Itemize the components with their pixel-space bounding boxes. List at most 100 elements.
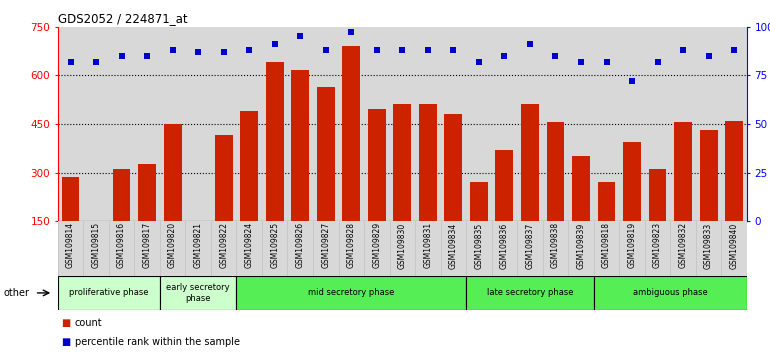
Text: GSM109838: GSM109838 (551, 222, 560, 268)
Bar (236, 276, 466, 310)
Bar (240, 111, 258, 270)
Bar (83, 221, 109, 276)
Text: GSM109835: GSM109835 (474, 222, 484, 269)
Bar (262, 221, 287, 276)
Text: GSM109836: GSM109836 (500, 222, 509, 269)
Text: GSM109829: GSM109829 (373, 222, 381, 268)
Bar (648, 169, 667, 270)
Bar (721, 221, 747, 276)
Bar (339, 221, 364, 276)
Bar (291, 70, 310, 270)
Text: GSM109826: GSM109826 (296, 222, 305, 268)
Bar (644, 221, 671, 276)
Text: GSM109819: GSM109819 (628, 222, 637, 268)
Bar (58, 221, 83, 276)
Text: ■: ■ (61, 318, 70, 328)
Point (217, 49, 229, 55)
Point (269, 41, 281, 47)
Bar (419, 104, 437, 270)
Point (651, 59, 664, 64)
Point (141, 53, 153, 58)
Bar (568, 221, 594, 276)
Bar (572, 156, 590, 270)
Bar (623, 142, 641, 270)
Point (396, 47, 408, 53)
Point (243, 47, 256, 53)
Bar (186, 221, 211, 276)
Point (116, 53, 128, 58)
Text: other: other (4, 288, 30, 298)
Bar (364, 221, 390, 276)
Text: ambiguous phase: ambiguous phase (633, 289, 708, 297)
Point (601, 59, 613, 64)
Text: ■: ■ (61, 337, 70, 347)
Point (90, 59, 102, 64)
Text: GSM109816: GSM109816 (117, 222, 126, 268)
Point (345, 30, 357, 35)
Bar (316, 87, 335, 270)
Point (65, 59, 77, 64)
Text: GSM109821: GSM109821 (193, 222, 203, 268)
Point (447, 47, 460, 53)
Bar (287, 221, 313, 276)
Text: late secretory phase: late secretory phase (487, 289, 573, 297)
Text: GDS2052 / 224871_at: GDS2052 / 224871_at (58, 12, 187, 25)
Text: GSM109840: GSM109840 (730, 222, 738, 269)
Bar (696, 221, 721, 276)
Text: GSM109823: GSM109823 (653, 222, 662, 268)
Bar (598, 182, 615, 270)
Bar (700, 130, 718, 270)
Bar (492, 221, 517, 276)
Point (702, 53, 715, 58)
Text: GSM109839: GSM109839 (577, 222, 585, 269)
Bar (160, 221, 186, 276)
Text: GSM109815: GSM109815 (92, 222, 101, 268)
Text: GSM109828: GSM109828 (346, 222, 356, 268)
Text: GSM109825: GSM109825 (270, 222, 280, 268)
Bar (160, 276, 236, 310)
Bar (470, 182, 488, 270)
Bar (671, 221, 696, 276)
Text: proliferative phase: proliferative phase (69, 289, 149, 297)
Bar (109, 221, 134, 276)
Text: GSM109824: GSM109824 (245, 222, 253, 268)
Bar (343, 46, 360, 270)
Point (677, 47, 689, 53)
Bar (444, 114, 462, 270)
Bar (517, 221, 543, 276)
Point (320, 47, 332, 53)
Bar (215, 135, 233, 270)
Point (575, 59, 588, 64)
Bar (134, 221, 160, 276)
Point (370, 47, 383, 53)
Bar (62, 177, 79, 270)
Text: percentile rank within the sample: percentile rank within the sample (75, 337, 240, 347)
Bar (211, 221, 236, 276)
Text: early secretory
phase: early secretory phase (166, 283, 230, 303)
Bar (58, 276, 160, 310)
Text: GSM109814: GSM109814 (66, 222, 75, 268)
Bar (619, 221, 644, 276)
Point (524, 41, 536, 47)
Text: GSM109820: GSM109820 (168, 222, 177, 268)
Bar (236, 221, 262, 276)
Bar (521, 104, 539, 270)
Bar (368, 109, 386, 270)
Bar (138, 165, 156, 270)
Text: GSM109817: GSM109817 (142, 222, 152, 268)
Point (192, 49, 204, 55)
Text: GSM109831: GSM109831 (424, 222, 432, 268)
Text: GSM109833: GSM109833 (704, 222, 713, 269)
Text: GSM109818: GSM109818 (602, 222, 611, 268)
Text: GSM109827: GSM109827 (321, 222, 330, 268)
Bar (164, 124, 182, 270)
Bar (87, 221, 105, 270)
Bar (415, 221, 440, 276)
Text: GSM109834: GSM109834 (449, 222, 458, 269)
Point (294, 34, 306, 39)
Text: mid secretory phase: mid secretory phase (308, 289, 394, 297)
Bar (313, 221, 339, 276)
Bar (112, 169, 130, 270)
Point (728, 47, 740, 53)
Bar (466, 276, 594, 310)
